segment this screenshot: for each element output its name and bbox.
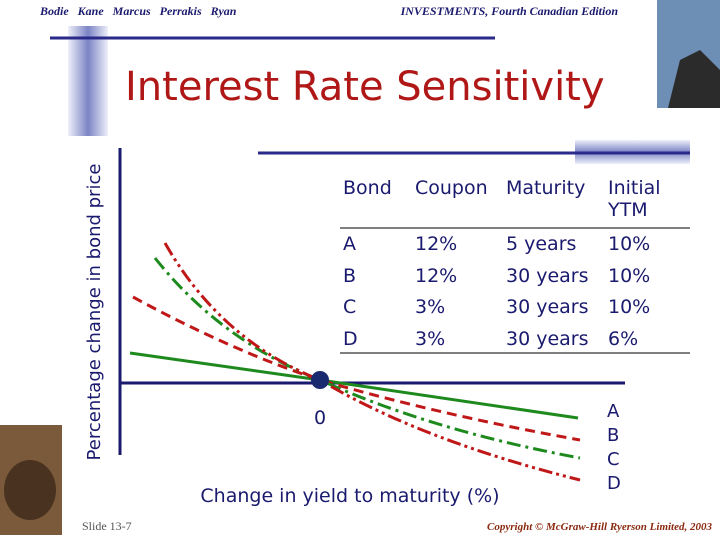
table-header: Coupon [415, 177, 488, 199]
origin-dot [311, 371, 329, 389]
table-header: Maturity [506, 177, 586, 199]
bull-shape [668, 50, 720, 108]
table-cell: 10% [608, 264, 651, 287]
table-cell: D [343, 327, 358, 350]
y-axis-label: Percentage change in bond price [84, 164, 105, 461]
table-cell: 30 years [506, 296, 589, 318]
curve-label: A [607, 401, 620, 422]
table-cell: 5 years [506, 233, 577, 255]
table-header: Bond [343, 177, 392, 199]
table-cell: 12% [415, 264, 458, 287]
table-cell: A [343, 233, 356, 255]
curve-label: C [607, 449, 620, 470]
table-cell: 3% [415, 296, 446, 318]
table-header: Initial YTM [608, 177, 661, 221]
x-axis-label: Change in yield to maturity (%) [200, 485, 499, 507]
table-cell: 3% [415, 327, 446, 350]
copyright: Copyright © McGraw-Hill Ryerson Limited,… [487, 521, 712, 533]
authors: Bodie Kane Marcus Perrakis Ryan [40, 4, 237, 18]
table-cell: C [343, 296, 357, 318]
table-cell: 10% [608, 233, 651, 255]
table-cell: 30 years [506, 327, 589, 350]
curve-label: B [607, 425, 619, 446]
edition: INVESTMENTS, Fourth Canadian Edition [400, 4, 618, 18]
title: Interest Rate Sensitivity [125, 64, 605, 110]
bear-shape [4, 460, 56, 520]
table-cell: B [343, 264, 357, 287]
slide-number: Slide 13-7 [82, 519, 132, 533]
curve-b [132, 295, 581, 442]
decor-bar [68, 26, 108, 136]
table-cell: 6% [608, 327, 639, 350]
table-cell: 10% [608, 296, 651, 318]
curve-a [129, 351, 579, 420]
origin-label: 0 [314, 407, 326, 429]
curve-label: D [607, 473, 621, 494]
table-cell: 12% [415, 233, 458, 255]
table-cell: 30 years [506, 264, 589, 287]
